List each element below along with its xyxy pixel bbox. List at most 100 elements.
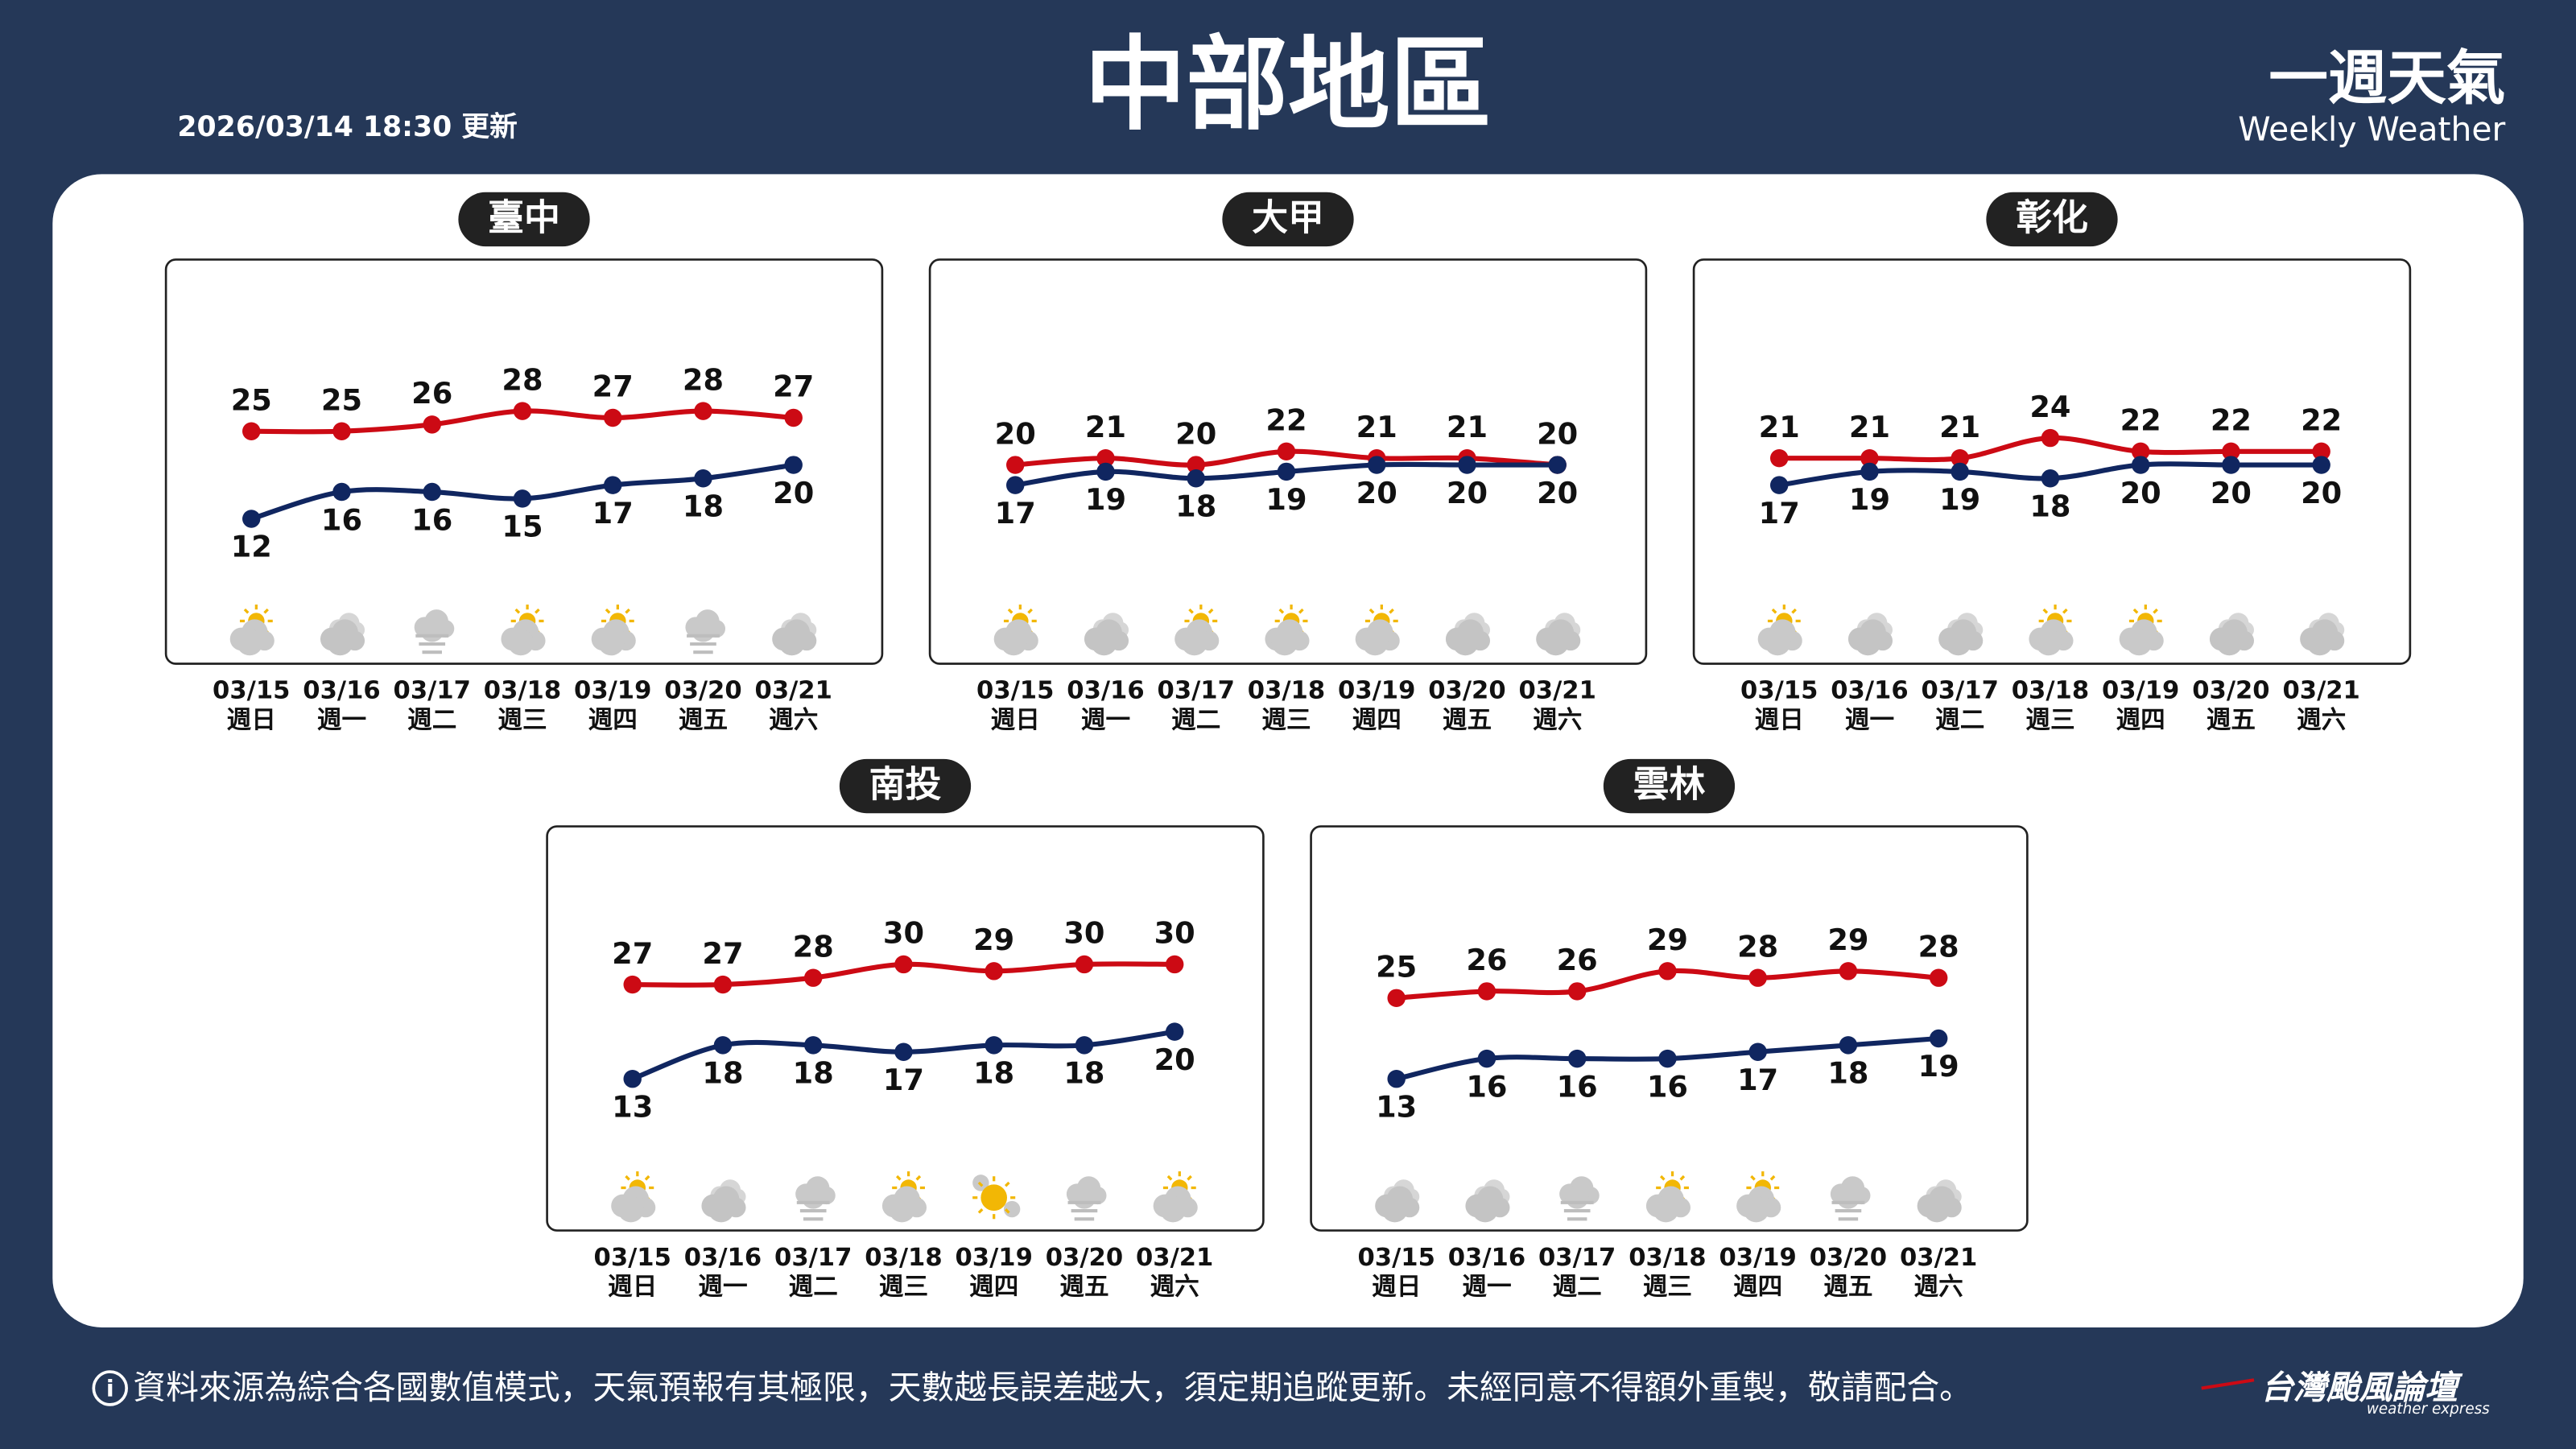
x-tick-label: 03/15 <box>594 1244 671 1272</box>
value-label: 21 <box>1447 410 1488 444</box>
x-tick-label: 03/15 <box>213 677 290 705</box>
weather-icon <box>1645 1171 1690 1223</box>
x-weekday-label: 週二 <box>1171 706 1220 734</box>
weather-icon <box>701 1179 746 1223</box>
icon-sun-ray <box>1166 1174 1173 1181</box>
value-label: 30 <box>1063 916 1104 951</box>
temperature-point <box>1367 456 1386 474</box>
x-weekday-label: 週日 <box>1755 706 1804 734</box>
value-label: 17 <box>995 496 1036 530</box>
value-label: 26 <box>411 376 452 411</box>
update-time: 2026/03/14 18:30 更新 <box>177 111 517 143</box>
icon-sun-ray <box>1298 608 1304 614</box>
x-weekday-label: 週一 <box>317 706 366 734</box>
icon-sun-ray <box>1007 608 1013 614</box>
value-label: 20 <box>2211 476 2252 510</box>
value-label: 19 <box>1085 482 1126 517</box>
x-tick-label: 03/17 <box>1538 1244 1616 1272</box>
value-label: 20 <box>1356 476 1397 510</box>
x-weekday-label: 週三 <box>2025 706 2074 734</box>
weather-icon <box>611 1171 656 1223</box>
temperature-point <box>1951 462 1969 481</box>
temperature-point <box>242 510 261 528</box>
value-label: 27 <box>773 369 814 404</box>
weather-icon <box>1736 1171 1781 1223</box>
x-weekday-label: 週四 <box>1733 1274 1782 1302</box>
x-tick-label: 03/21 <box>1519 677 1596 705</box>
icon-cloud-part <box>1855 629 1881 656</box>
value-label: 27 <box>612 936 653 971</box>
temperature-point <box>694 469 712 488</box>
value-label: 19 <box>1939 482 1980 517</box>
value-label: 29 <box>1647 923 1688 957</box>
temperature-point <box>1839 1036 1858 1055</box>
temperature-point <box>2222 456 2240 474</box>
icon-cloud-part <box>1381 1195 1408 1223</box>
icon-cloud-part <box>1743 1195 1769 1223</box>
value-label: 20 <box>773 476 814 510</box>
icon-sun-ray <box>1769 1174 1776 1181</box>
temperature-point <box>1075 955 1094 974</box>
x-tick-label: 03/15 <box>1358 1244 1435 1272</box>
icon-sun-ray <box>2042 608 2049 614</box>
icon-sun-ray <box>1187 1174 1192 1181</box>
x-tick-label: 03/16 <box>1067 677 1144 705</box>
icon-sun <box>980 1184 1008 1212</box>
value-label: 20 <box>1537 416 1578 451</box>
temperature-point <box>1951 448 1969 468</box>
x-weekday-label: 週五 <box>1059 1274 1108 1302</box>
temperature-point <box>1929 968 1948 987</box>
temperature-point <box>713 1036 733 1055</box>
weather-icon <box>1559 1176 1600 1221</box>
value-label: 21 <box>1085 410 1126 444</box>
x-weekday-label: 週日 <box>227 706 276 734</box>
x-weekday-label: 週五 <box>679 706 728 734</box>
x-tick-label: 03/15 <box>976 677 1054 705</box>
temperature-point <box>1477 982 1496 1001</box>
icon-cloud-part <box>1653 1195 1679 1223</box>
x-tick-label: 03/21 <box>755 677 832 705</box>
value-label: 20 <box>2301 476 2342 510</box>
icon-sun-ray <box>1004 1181 1010 1187</box>
value-label: 13 <box>612 1089 653 1124</box>
x-tick-label: 03/19 <box>2102 677 2179 705</box>
temperature-point <box>2131 456 2150 474</box>
temperature-point <box>1458 456 1476 474</box>
temperature-point <box>1006 456 1025 474</box>
value-label: 28 <box>793 929 834 964</box>
value-label: 24 <box>2029 390 2070 424</box>
temperature-point <box>1165 955 1184 974</box>
weather-icon <box>1465 1179 1510 1223</box>
icon-sun-ray <box>1389 608 1394 614</box>
icon-sun-ray <box>1278 608 1285 614</box>
x-weekday-label: 週日 <box>991 706 1040 734</box>
temperature-point <box>2131 442 2150 461</box>
x-weekday-label: 週六 <box>769 706 818 734</box>
value-label: 19 <box>1265 482 1307 517</box>
icon-cloud-part <box>889 1195 915 1223</box>
icon-sun-ray <box>625 608 630 614</box>
x-tick-label: 03/19 <box>1719 1244 1796 1272</box>
temperature-point <box>1277 462 1296 481</box>
icon-sun-ray <box>2062 608 2068 614</box>
value-label: 21 <box>1759 410 1800 444</box>
icon-sun-ray <box>1679 1174 1686 1181</box>
x-weekday-label: 週二 <box>407 706 456 734</box>
temperature-point <box>1860 448 1879 468</box>
temperature-point <box>784 408 803 427</box>
value-label: 21 <box>1356 410 1397 444</box>
temperature-point <box>894 955 913 974</box>
x-tick-label: 03/20 <box>664 677 741 705</box>
x-tick-label: 03/17 <box>1158 677 1235 705</box>
weather-icon <box>1536 613 1581 656</box>
weather-icon <box>1174 605 1220 656</box>
info-icon <box>92 1370 128 1406</box>
x-tick-label: 03/16 <box>1448 1244 1525 1272</box>
x-weekday-label: 週一 <box>698 1274 747 1302</box>
temperature-point <box>2041 428 2060 448</box>
temperature-point <box>803 968 823 987</box>
value-label: 20 <box>1537 476 1578 510</box>
x-tick-label: 03/16 <box>684 1244 762 1272</box>
chart-title-pill <box>1222 192 1354 247</box>
value-label: 18 <box>1827 1056 1868 1091</box>
